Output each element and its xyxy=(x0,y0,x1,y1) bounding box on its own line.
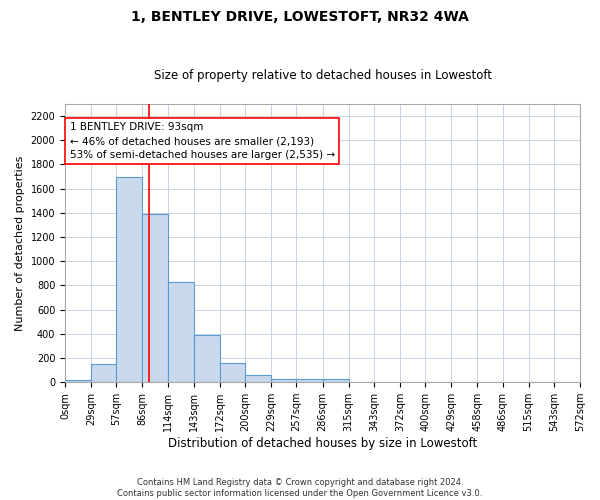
Text: 1 BENTLEY DRIVE: 93sqm
← 46% of detached houses are smaller (2,193)
53% of semi-: 1 BENTLEY DRIVE: 93sqm ← 46% of detached… xyxy=(70,122,335,160)
Bar xyxy=(167,282,194,382)
Bar xyxy=(65,380,91,382)
Bar xyxy=(271,378,296,382)
Bar xyxy=(220,363,245,382)
Bar xyxy=(116,176,142,382)
Bar xyxy=(142,214,167,382)
Bar xyxy=(323,379,349,382)
Y-axis label: Number of detached properties: Number of detached properties xyxy=(15,156,25,331)
X-axis label: Distribution of detached houses by size in Lowestoft: Distribution of detached houses by size … xyxy=(168,437,477,450)
Bar xyxy=(245,375,271,382)
Bar xyxy=(296,379,323,382)
Text: 1, BENTLEY DRIVE, LOWESTOFT, NR32 4WA: 1, BENTLEY DRIVE, LOWESTOFT, NR32 4WA xyxy=(131,10,469,24)
Title: Size of property relative to detached houses in Lowestoft: Size of property relative to detached ho… xyxy=(154,69,491,82)
Bar xyxy=(194,335,220,382)
Bar xyxy=(91,364,116,382)
Text: Contains HM Land Registry data © Crown copyright and database right 2024.
Contai: Contains HM Land Registry data © Crown c… xyxy=(118,478,482,498)
